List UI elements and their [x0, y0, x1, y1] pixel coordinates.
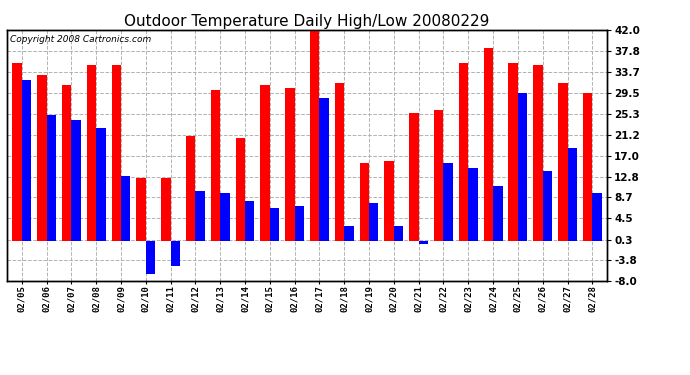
Bar — [22, 80, 31, 241]
Bar — [87, 65, 96, 241]
Bar — [195, 191, 205, 241]
Bar — [558, 83, 567, 241]
Bar — [211, 90, 220, 241]
Bar — [71, 120, 81, 241]
Bar — [137, 178, 146, 241]
Bar — [235, 138, 245, 241]
Bar — [444, 163, 453, 241]
Bar — [220, 194, 230, 241]
Bar — [583, 93, 592, 241]
Bar — [459, 63, 469, 241]
Bar — [533, 65, 543, 241]
Bar — [310, 30, 319, 241]
Bar — [295, 206, 304, 241]
Bar — [434, 110, 444, 241]
Bar — [567, 148, 577, 241]
Bar — [170, 241, 180, 266]
Bar — [319, 98, 329, 241]
Bar — [518, 93, 527, 241]
Bar — [419, 241, 428, 244]
Bar — [484, 48, 493, 241]
Bar — [469, 168, 477, 241]
Bar — [47, 116, 56, 241]
Bar — [344, 226, 354, 241]
Bar — [509, 63, 518, 241]
Text: Copyright 2008 Cartronics.com: Copyright 2008 Cartronics.com — [10, 35, 151, 44]
Bar — [260, 85, 270, 241]
Bar — [384, 160, 394, 241]
Bar — [62, 85, 71, 241]
Bar — [37, 75, 47, 241]
Bar — [96, 128, 106, 241]
Bar — [270, 209, 279, 241]
Bar — [409, 113, 419, 241]
Bar — [493, 186, 502, 241]
Bar — [121, 176, 130, 241]
Bar — [359, 163, 369, 241]
Bar — [543, 171, 552, 241]
Bar — [285, 88, 295, 241]
Bar — [161, 178, 170, 241]
Bar — [394, 226, 403, 241]
Bar — [335, 83, 344, 241]
Bar — [112, 65, 121, 241]
Bar — [245, 201, 255, 241]
Bar — [146, 241, 155, 274]
Bar — [592, 194, 602, 241]
Title: Outdoor Temperature Daily High/Low 20080229: Outdoor Temperature Daily High/Low 20080… — [124, 14, 490, 29]
Bar — [186, 135, 195, 241]
Bar — [369, 203, 379, 241]
Bar — [12, 63, 22, 241]
